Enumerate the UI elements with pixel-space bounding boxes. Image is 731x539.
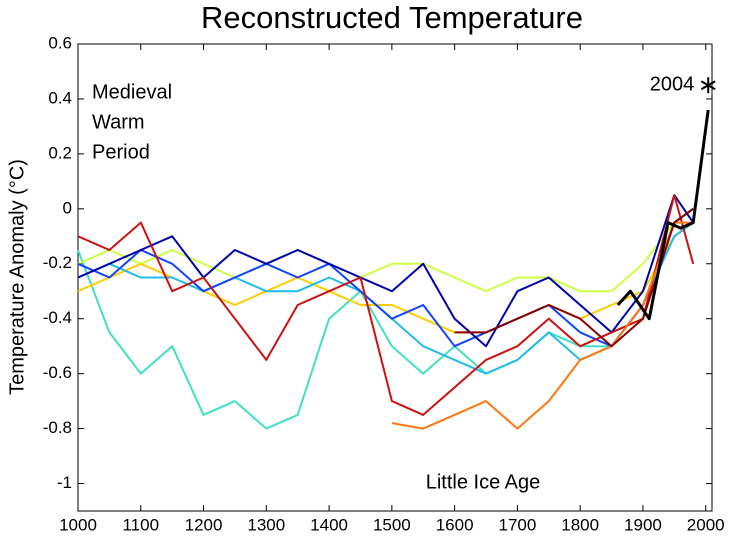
y-tick-label: -0.8: [43, 418, 72, 437]
annotation: Period: [92, 141, 150, 163]
x-tick-label: 1200: [185, 515, 223, 534]
series-line: [77, 207, 694, 293]
x-tick-label: 1300: [247, 515, 285, 534]
y-axis-label: Temperature Anomaly (°C): [6, 159, 28, 395]
x-tick-label: 2000: [687, 515, 725, 534]
annotation: 2004: [650, 73, 695, 95]
series-line: [77, 207, 694, 348]
x-tick-label: 1900: [624, 515, 662, 534]
chart-title: Reconstructed Temperature: [201, 0, 583, 35]
annotation: Medieval: [92, 81, 172, 103]
y-tick-label: 0.2: [48, 143, 72, 162]
annotation: Warm: [92, 111, 145, 133]
series-line: [77, 207, 694, 430]
y-tick-label: -0.4: [43, 308, 72, 327]
x-tick-label: 1800: [561, 515, 599, 534]
y-tick-label: -0.2: [43, 253, 72, 272]
series-line: [616, 109, 710, 321]
y-tick-label: -0.6: [43, 363, 72, 382]
series-line: [77, 194, 695, 348]
series-line: [454, 207, 694, 348]
y-tick-label: 0.4: [48, 88, 72, 107]
y-tick-label: -1: [57, 473, 72, 492]
y-tick-label: 0.6: [48, 33, 72, 52]
annotation: Little Ice Age: [426, 471, 541, 493]
x-tick-label: 1100: [122, 515, 159, 534]
x-tick-label: 1500: [373, 515, 411, 534]
x-tick-label: 1600: [436, 515, 474, 534]
series-line: [391, 221, 694, 430]
asterisk-marker: [700, 80, 716, 91]
x-tick-label: 1000: [59, 515, 97, 534]
y-tick-label: 0: [63, 198, 72, 217]
x-tick-label: 1400: [310, 515, 348, 534]
x-tick-label: 1700: [498, 515, 536, 534]
